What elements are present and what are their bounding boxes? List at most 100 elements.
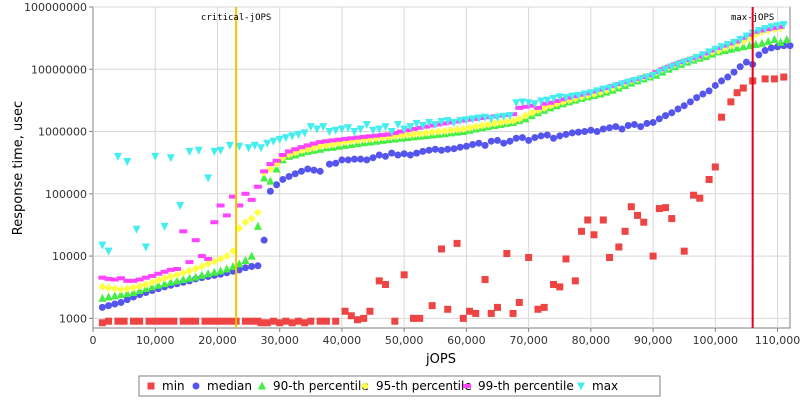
- data-point: [301, 319, 309, 327]
- data-point: [599, 216, 607, 224]
- data-point: [160, 269, 169, 274]
- data-point: [574, 128, 582, 136]
- data-point: [397, 129, 406, 134]
- data-point: [606, 253, 614, 261]
- data-point: [556, 132, 564, 140]
- x-tick-label: 30,000: [260, 334, 299, 347]
- data-point: [98, 303, 106, 311]
- data-point: [216, 146, 225, 155]
- data-point: [624, 78, 633, 87]
- data-point: [705, 87, 713, 95]
- data-point: [179, 268, 188, 277]
- data-point: [160, 279, 169, 288]
- data-point: [117, 290, 126, 299]
- data-point: [543, 96, 552, 105]
- data-point: [449, 118, 458, 127]
- data-point: [350, 128, 359, 137]
- data-point: [98, 282, 107, 291]
- data-point: [141, 243, 150, 252]
- data-point: [316, 142, 325, 151]
- data-point: [111, 300, 119, 308]
- data-point: [596, 87, 605, 92]
- data-point: [649, 71, 658, 80]
- series-max: [98, 21, 788, 256]
- data-point: [154, 271, 163, 276]
- data-point: [477, 121, 486, 130]
- data-point: [416, 314, 424, 322]
- data-point: [649, 252, 657, 260]
- data-point: [253, 184, 262, 189]
- data-point: [587, 126, 595, 134]
- data-point: [210, 267, 219, 276]
- data-point: [617, 80, 626, 89]
- data-point: [425, 146, 433, 154]
- data-point: [363, 156, 371, 164]
- data-point: [263, 319, 271, 327]
- data-point: [135, 277, 144, 282]
- data-point: [655, 205, 663, 213]
- data-point: [173, 276, 182, 285]
- data-point: [643, 119, 651, 127]
- data-point: [344, 156, 352, 164]
- data-point: [166, 272, 175, 281]
- data-point: [438, 146, 445, 154]
- data-point: [531, 134, 539, 142]
- data-point: [129, 278, 138, 283]
- data-point: [450, 145, 458, 153]
- data-point: [235, 266, 243, 274]
- data-point: [393, 120, 402, 129]
- data-point: [356, 125, 365, 134]
- data-point: [113, 152, 122, 161]
- data-point: [123, 158, 132, 167]
- data-point: [475, 139, 483, 147]
- data-point: [310, 166, 318, 174]
- data-point: [254, 262, 262, 270]
- data-point: [499, 112, 508, 121]
- data-point: [444, 305, 452, 313]
- data-point: [466, 307, 474, 315]
- data-point: [403, 130, 412, 139]
- data-point: [104, 247, 113, 256]
- data-point: [611, 82, 620, 91]
- y-tick-label: 100000000: [24, 1, 87, 14]
- data-point: [711, 163, 719, 171]
- data-point: [297, 145, 306, 150]
- data-point: [571, 277, 579, 285]
- data-point: [770, 26, 779, 31]
- data-point: [612, 123, 620, 131]
- data-point: [578, 227, 586, 235]
- data-point: [179, 275, 188, 284]
- data-point: [279, 175, 287, 183]
- data-point: [123, 284, 132, 293]
- data-point: [98, 293, 107, 302]
- data-point: [471, 122, 480, 131]
- data-point: [446, 126, 455, 135]
- data-point: [630, 77, 639, 86]
- data-point: [627, 78, 636, 83]
- data-point: [164, 317, 172, 325]
- data-point: [381, 152, 389, 160]
- data-point: [353, 316, 361, 324]
- legend-label: median: [207, 379, 252, 393]
- legend-swatch: [463, 384, 471, 388]
- data-point: [260, 169, 269, 174]
- data-point: [751, 39, 760, 48]
- data-point: [397, 131, 406, 140]
- x-tick-label: 20,000: [198, 334, 237, 347]
- data-point: [157, 317, 165, 325]
- data-point: [487, 115, 496, 124]
- data-point: [518, 98, 527, 107]
- data-point: [481, 141, 489, 149]
- data-point: [667, 63, 676, 72]
- data-point: [484, 115, 493, 120]
- data-point: [502, 112, 511, 117]
- data-point: [266, 176, 275, 185]
- data-point: [294, 130, 303, 139]
- data-point: [235, 224, 244, 233]
- data-point: [294, 317, 302, 325]
- data-point: [104, 292, 113, 301]
- legend-box: [138, 375, 661, 397]
- data-point: [400, 271, 408, 279]
- marker-label: critical-jOPS: [201, 13, 271, 23]
- data-point: [185, 273, 194, 282]
